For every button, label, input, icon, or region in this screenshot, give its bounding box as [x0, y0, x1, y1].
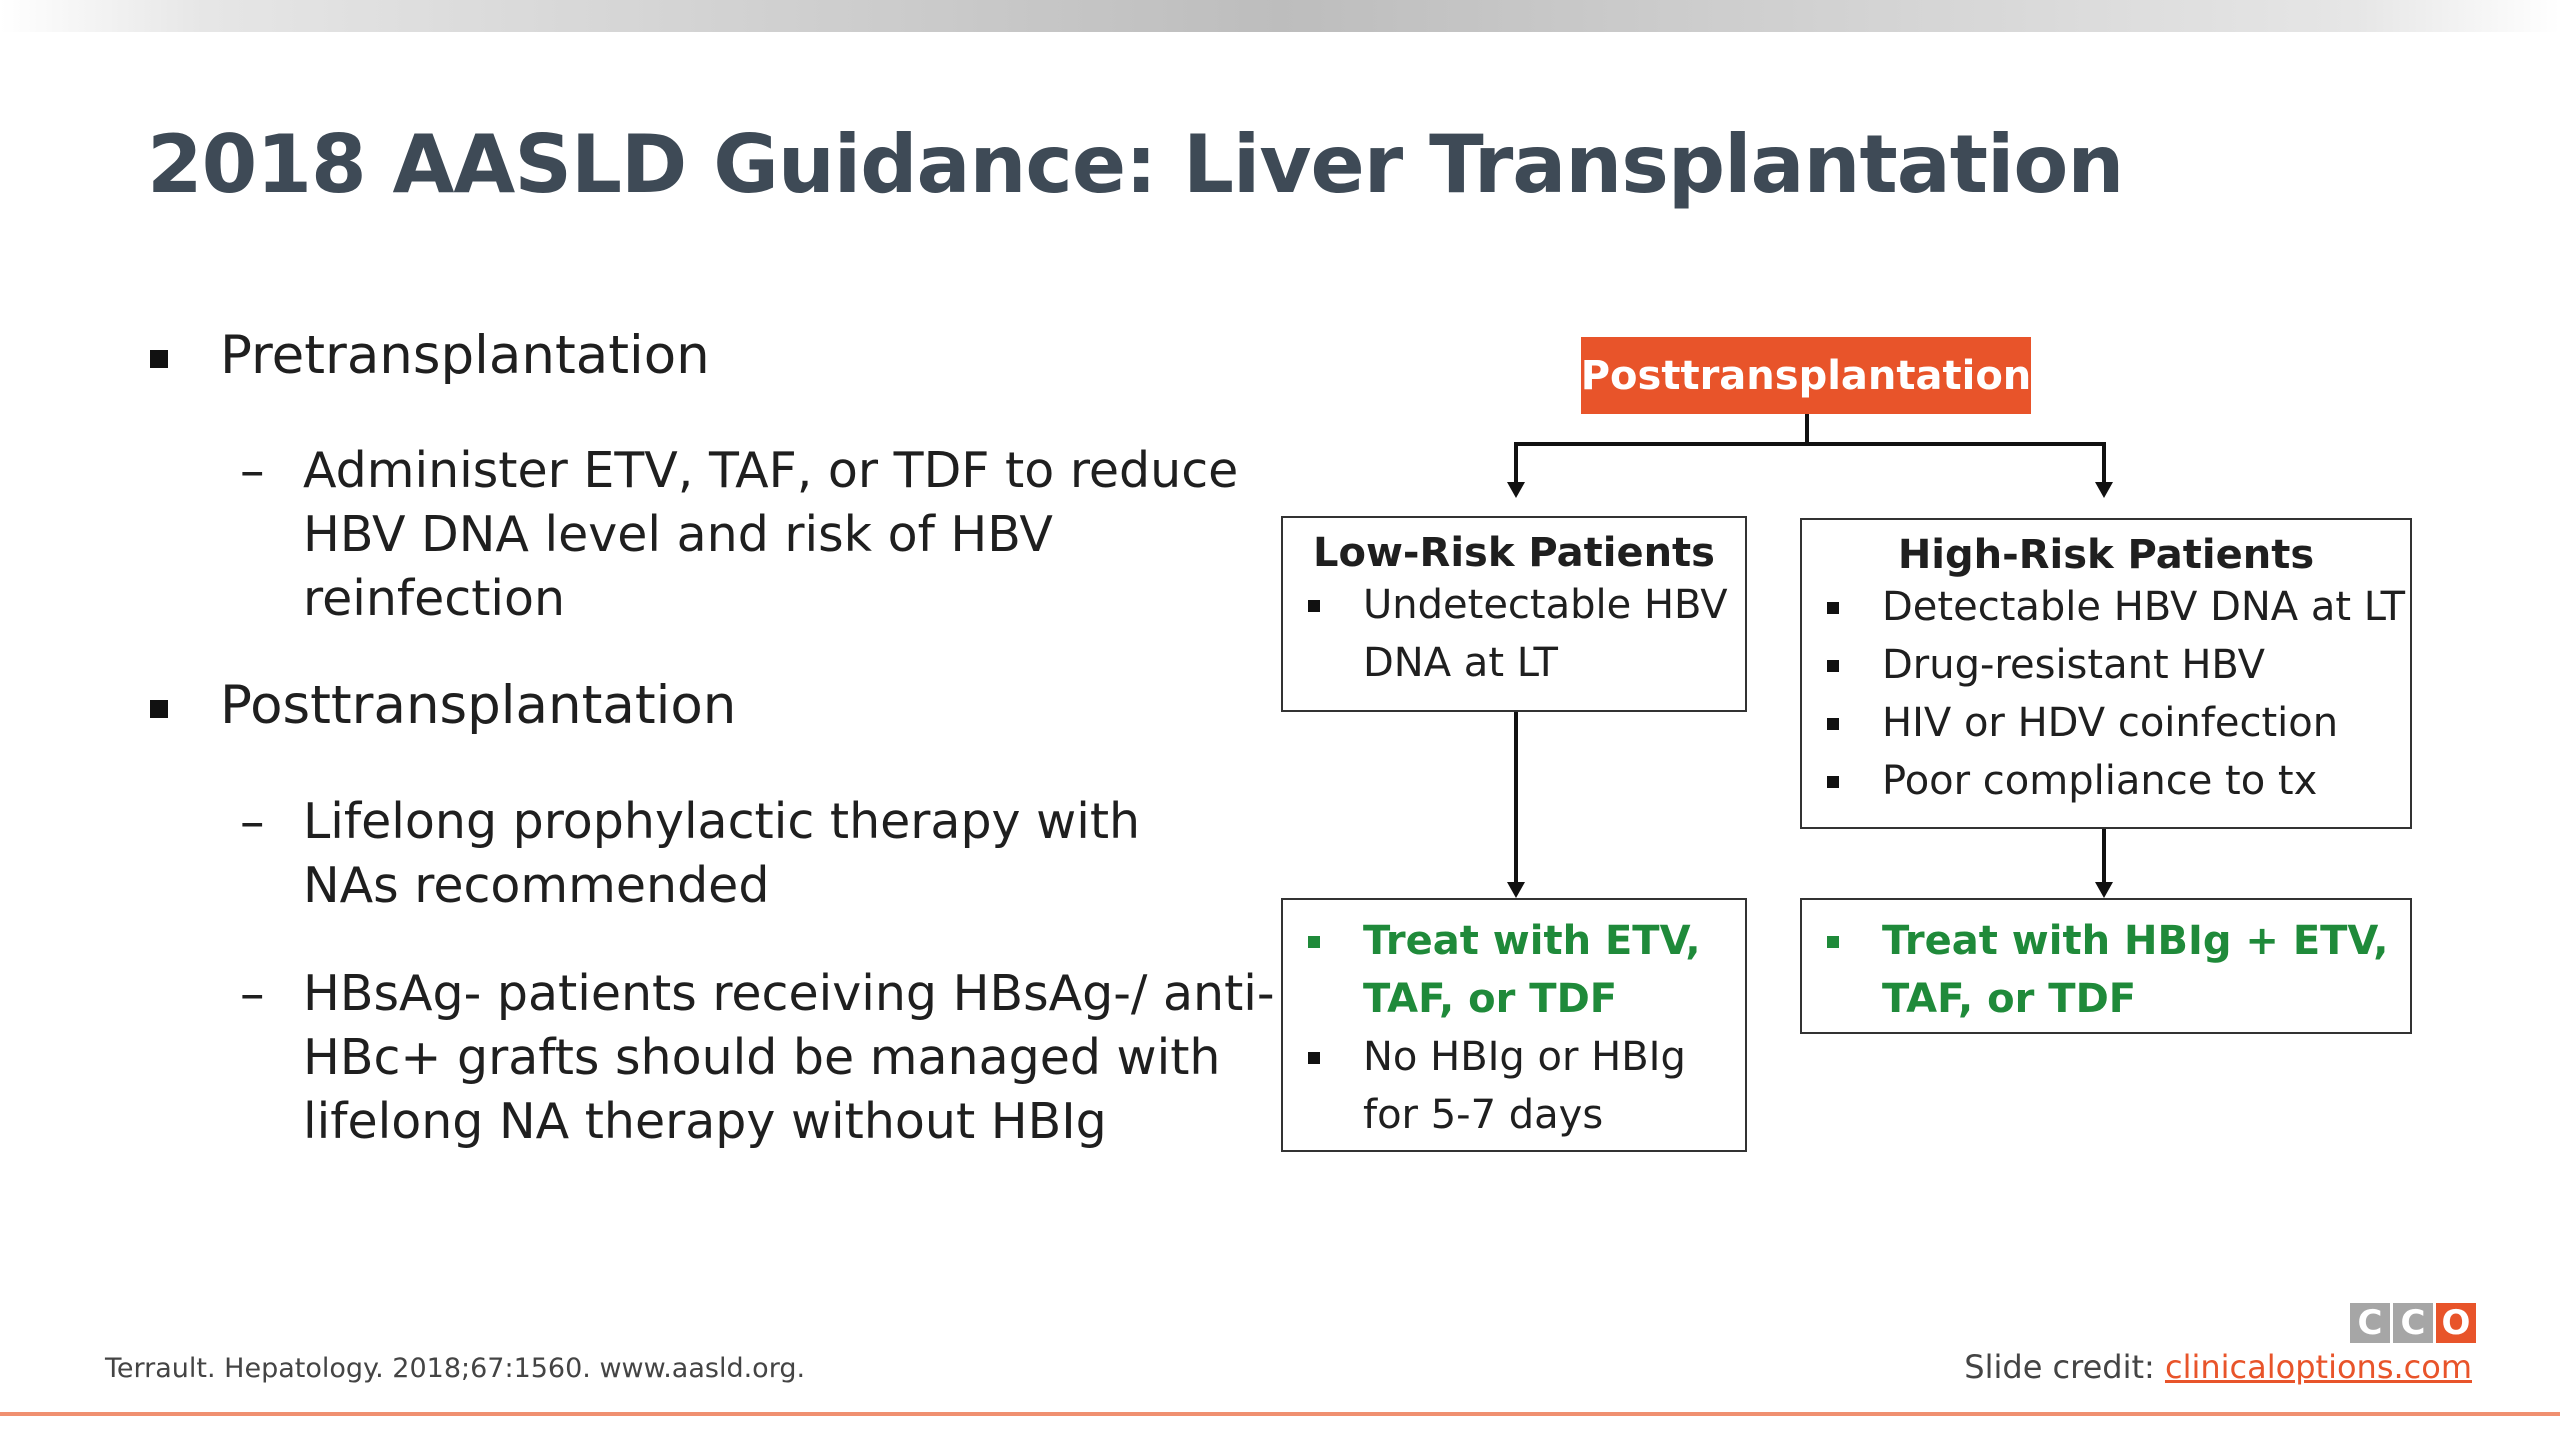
low-risk-treatment-item: No HBIg or HBIg for 5-7 days	[1283, 1028, 1745, 1144]
low-risk-treatment-item: Treat with ETV, TAF, or TDF	[1283, 912, 1745, 1028]
slide-credit: Slide credit: clinicaloptions.com	[1964, 1348, 2472, 1386]
dash-icon: –	[240, 793, 265, 850]
connector-line	[1805, 414, 1809, 444]
posttransplant-flowchart: Posttransplantation Low-Risk Patients Un…	[1270, 330, 2430, 1160]
dash-icon: –	[240, 965, 265, 1022]
reference-citation: Terrault. Hepatology. 2018;67:1560. www.…	[105, 1353, 806, 1384]
low-risk-item: Undetectable HBV DNA at LT	[1283, 576, 1745, 692]
credit-label: Slide credit:	[1964, 1348, 2165, 1386]
bullet-square-icon	[1827, 660, 1839, 672]
arrow-down-icon	[1507, 882, 1525, 898]
cco-logo: C C O	[2350, 1303, 2476, 1343]
connector-line	[1514, 442, 2106, 446]
dash-icon: –	[240, 442, 265, 499]
logo-letter-c: C	[2393, 1303, 2433, 1343]
slide-title: 2018 AASLD Guidance: Liver Transplantati…	[147, 118, 2124, 211]
arrow-down-icon	[1507, 482, 1525, 498]
high-risk-treatment-box: Treat with HBIg + ETV, TAF, or TDF	[1800, 898, 2412, 1034]
connector-line	[1514, 712, 1518, 884]
arrow-down-icon	[2095, 882, 2113, 898]
low-risk-box: Low-Risk Patients Undetectable HBV DNA a…	[1281, 516, 1747, 712]
low-risk-treatment-box: Treat with ETV, TAF, or TDF No HBIg or HB…	[1281, 898, 1747, 1152]
connector-line	[1514, 442, 1518, 484]
arrow-down-icon	[2095, 482, 2113, 498]
high-risk-item: Poor compliance to tx	[1802, 752, 2410, 810]
low-risk-title: Low-Risk Patients	[1313, 530, 1715, 576]
bullet-square-icon	[150, 350, 168, 368]
top-gradient-bar	[0, 0, 2560, 32]
high-risk-treatment-item: Treat with HBIg + ETV, TAF, or TDF	[1802, 912, 2410, 1028]
high-risk-item: Drug-resistant HBV	[1802, 636, 2410, 694]
bottom-accent-line	[0, 1412, 2560, 1416]
bullet-square-icon	[1308, 936, 1320, 948]
bullet-square-icon	[150, 700, 168, 718]
bullet-square-icon	[1827, 602, 1839, 614]
posttransplantation-header-box: Posttransplantation	[1581, 337, 2031, 414]
high-risk-item: Detectable HBV DNA at LT	[1802, 578, 2410, 636]
clinicaloptions-link[interactable]: clinicaloptions.com	[2164, 1348, 2472, 1386]
high-risk-title: High-Risk Patients	[1897, 532, 2315, 578]
logo-letter-c: C	[2350, 1303, 2390, 1343]
bullet-square-icon	[1827, 776, 1839, 788]
bullet-square-icon	[1827, 718, 1839, 730]
high-risk-box: High-Risk Patients Detectable HBV DNA at…	[1800, 518, 2412, 829]
bullet-square-icon	[1308, 1052, 1320, 1064]
connector-line	[2102, 442, 2106, 484]
logo-letter-o: O	[2436, 1303, 2476, 1343]
bullet-square-icon	[1827, 936, 1839, 948]
high-risk-item: HIV or HDV coinfection	[1802, 694, 2410, 752]
bullet-square-icon	[1308, 600, 1320, 612]
connector-line	[2102, 829, 2106, 882]
